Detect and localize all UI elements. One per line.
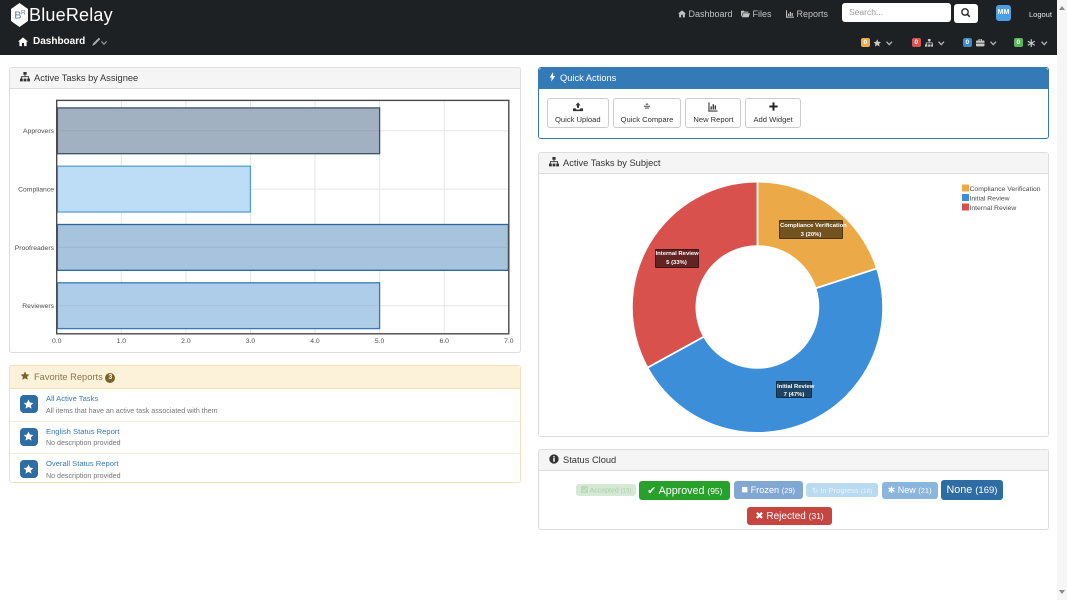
svg-text:Internal Review: Internal Review <box>970 205 1017 212</box>
svg-text:3.0: 3.0 <box>246 338 256 345</box>
svg-text:Proofreaders: Proofreaders <box>15 245 55 252</box>
svg-text:0.0: 0.0 <box>52 338 62 345</box>
svg-text:2.0: 2.0 <box>181 338 191 345</box>
svg-text:Initial Review: Initial Review <box>970 196 1010 203</box>
svg-text:4.0: 4.0 <box>310 338 320 345</box>
svg-text:R: R <box>21 10 26 17</box>
svg-text:6.0: 6.0 <box>439 338 449 345</box>
svg-text:5.0: 5.0 <box>375 338 385 345</box>
svg-text:B: B <box>14 10 21 22</box>
svg-text:Reviewers: Reviewers <box>22 303 54 310</box>
svg-text:7.0: 7.0 <box>504 338 514 345</box>
svg-text:Compliance Verification: Compliance Verification <box>970 186 1041 193</box>
svg-text:1.0: 1.0 <box>117 338 127 345</box>
svg-text:Compliance: Compliance <box>18 187 54 194</box>
svg-text:Approvers: Approvers <box>23 128 55 135</box>
